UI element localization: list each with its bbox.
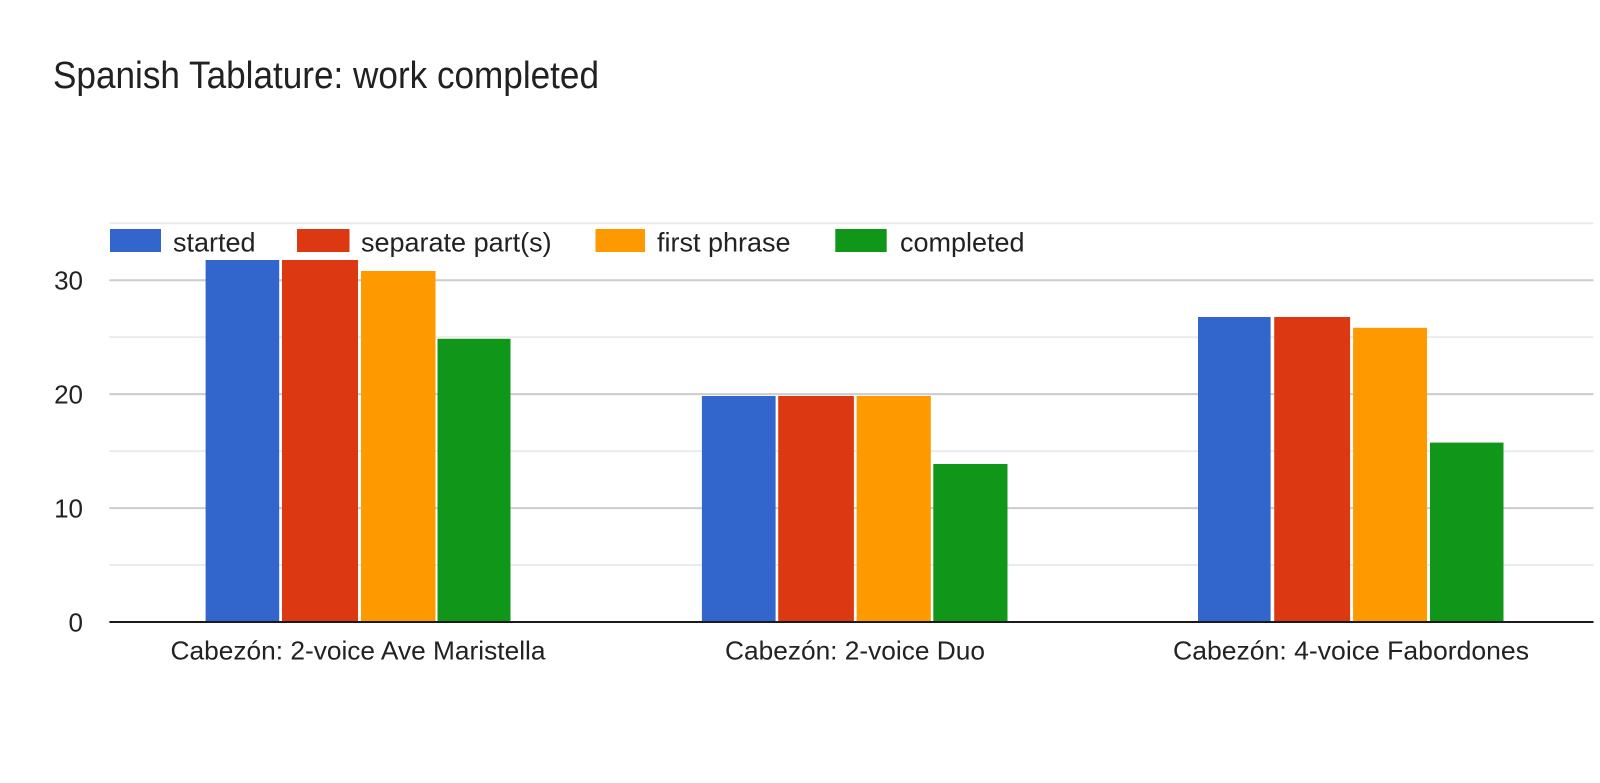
svg-text:completed: completed	[900, 228, 1025, 258]
svg-text:first phrase: first phrase	[657, 228, 791, 258]
svg-text:30: 30	[54, 266, 83, 296]
svg-text:started: started	[173, 228, 256, 258]
svg-text:Cabezón: 4-voice Fabordones: Cabezón: 4-voice Fabordones	[1173, 636, 1529, 666]
svg-text:10: 10	[54, 494, 83, 524]
svg-text:Cabezón: 2-voice Ave Maristell: Cabezón: 2-voice Ave Maristella	[171, 636, 547, 666]
svg-text:Cabezón: 2-voice Duo: Cabezón: 2-voice Duo	[725, 636, 985, 666]
svg-text:Spanish Tablature: work comple: Spanish Tablature: work completed	[53, 55, 599, 97]
svg-text:separate part(s): separate part(s)	[361, 228, 552, 258]
svg-text:0: 0	[69, 607, 83, 637]
svg-text:20: 20	[54, 380, 83, 410]
